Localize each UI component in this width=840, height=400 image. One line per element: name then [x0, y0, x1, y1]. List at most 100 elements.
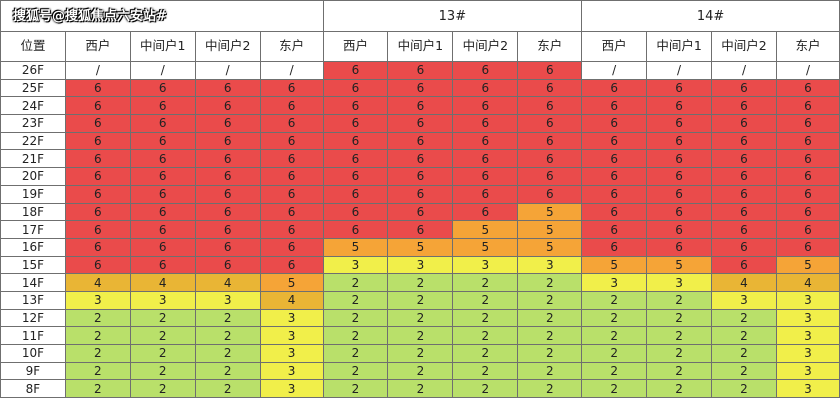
hours-cell: 2 [517, 344, 583, 363]
hours-cell: 2 [646, 361, 713, 381]
hours-cell: 2 [194, 344, 261, 363]
hours-cell: 5 [322, 237, 389, 257]
hours-cell: 6 [581, 237, 648, 257]
hours-cell: 6 [711, 96, 777, 116]
hours-cell: 4 [775, 273, 840, 292]
hours-cell: 6 [387, 96, 454, 116]
hours-cell: 6 [646, 131, 713, 151]
table-row: 13F 3 3 3 4 2 2 2 2 2 2 3 3 [0, 290, 840, 310]
hours-cell: 2 [581, 326, 648, 345]
hours-cell: 5 [517, 220, 583, 239]
hours-cell: 6 [517, 78, 583, 98]
hours-cell: 6 [387, 167, 454, 186]
hours-cell: 2 [517, 273, 583, 292]
floor-label-cell: 23F [0, 114, 66, 133]
hours-cell: 3 [322, 255, 389, 275]
hours-cell: 6 [259, 96, 324, 116]
hours-cell: 6 [322, 184, 389, 204]
hours-cell: 2 [646, 308, 713, 328]
hours-cell: 6 [64, 184, 131, 204]
hours-cell: 6 [194, 184, 261, 204]
hours-cell: 2 [322, 379, 389, 399]
hours-cell: 2 [581, 308, 648, 328]
table-row: 22F 6 6 6 6 6 6 6 6 6 6 6 6 [0, 131, 840, 151]
hours-cell: 5 [387, 237, 454, 257]
floor-label-cell: 11F [0, 326, 66, 345]
hours-cell: 3 [259, 379, 324, 399]
table-row: 26F / / //6 6 6 6// / / [0, 61, 840, 80]
hours-cell: 6 [711, 114, 777, 133]
hours-cell: 2 [452, 308, 519, 328]
hours-cell: 6 [711, 202, 777, 222]
hours-cell: 2 [711, 308, 777, 328]
hours-cell: 2 [646, 326, 713, 345]
hours-cell: 6 [581, 149, 648, 169]
floor-label-cell: 14F [0, 273, 66, 292]
hours-cell: 6 [129, 167, 196, 186]
unit-header-cell: 中间户1 [387, 31, 454, 62]
floor-label-cell: 13F [0, 290, 66, 310]
hours-cell: 6 [64, 96, 131, 116]
hours-cell: 6 [194, 237, 261, 257]
hours-cell: 3 [775, 290, 840, 310]
hours-cell: 2 [711, 361, 777, 381]
hours-cell: 6 [452, 114, 519, 133]
hours-cell: 6 [581, 131, 648, 151]
hours-cell: 6 [775, 96, 840, 116]
hours-cell: 3 [194, 290, 261, 310]
unit-header-cell: 中间户2 [194, 31, 261, 62]
hours-cell: 6 [259, 131, 324, 151]
hours-cell: 6 [64, 220, 131, 239]
hours-cell: 2 [64, 344, 131, 363]
table-row: 11F 2 2 2 3 2 2 2 2 2 2 2 3 [0, 326, 840, 345]
hours-cell: 2 [387, 344, 454, 363]
hours-cell: 6 [646, 237, 713, 257]
hours-cell: 6 [322, 78, 389, 98]
hours-cell: 2 [646, 290, 713, 310]
hours-cell: 2 [322, 308, 389, 328]
hours-cell: 6 [322, 167, 389, 186]
unit-header-cell: 东户 [775, 31, 840, 62]
hours-cell: 6 [322, 61, 389, 80]
hours-cell: 3 [775, 326, 840, 345]
hours-cell: 6 [322, 202, 389, 222]
hours-cell: 6 [387, 61, 454, 80]
hours-cell: 5 [452, 220, 519, 239]
hours-cell: 6 [581, 78, 648, 98]
floor-label-cell: 17F [0, 220, 66, 239]
floor-label-cell: 26F [0, 61, 66, 80]
hours-cell: 6 [387, 220, 454, 239]
hours-cell: 2 [129, 361, 196, 381]
hours-cell: 6 [711, 167, 777, 186]
hours-cell: 6 [646, 114, 713, 133]
table-row: 14F 4 4 4 5 2 2 2 2 3 3 4 4 [0, 273, 840, 292]
hours-cell: 3 [517, 255, 583, 275]
hours-cell: 6 [646, 167, 713, 186]
hours-cell: 2 [711, 379, 777, 399]
hours-cell: 6 [259, 149, 324, 169]
hours-cell: 2 [517, 361, 583, 381]
hours-cell: 6 [129, 255, 196, 275]
hours-cell: 3 [452, 255, 519, 275]
building-header-row: 搜狐号@搜狐焦点六安站# 13# 14# [0, 0, 840, 32]
hours-cell: 6 [775, 202, 840, 222]
hours-cell: 3 [646, 273, 713, 292]
hours-cell: 2 [322, 273, 389, 292]
floor-label-cell: 12F [0, 308, 66, 328]
hours-cell: 6 [517, 61, 583, 80]
hours-cell: 6 [517, 167, 583, 186]
hours-cell: 6 [452, 78, 519, 98]
unit-header-cell: 西户 [322, 31, 389, 62]
hours-cell: 5 [646, 255, 713, 275]
hours-cell: 6 [64, 255, 131, 275]
table-row: 24F 6 6 6 6 6 6 6 6 6 6 6 6 [0, 96, 840, 116]
hours-cell: 2 [64, 361, 131, 381]
hours-cell: 4 [194, 273, 261, 292]
hours-cell: 6 [581, 202, 648, 222]
hours-cell: 2 [581, 290, 648, 310]
hours-cell: / [64, 61, 131, 80]
hours-cell: / [129, 61, 196, 80]
floor-label-cell: 22F [0, 131, 66, 151]
hours-cell: 6 [581, 96, 648, 116]
hours-cell: 6 [646, 184, 713, 204]
